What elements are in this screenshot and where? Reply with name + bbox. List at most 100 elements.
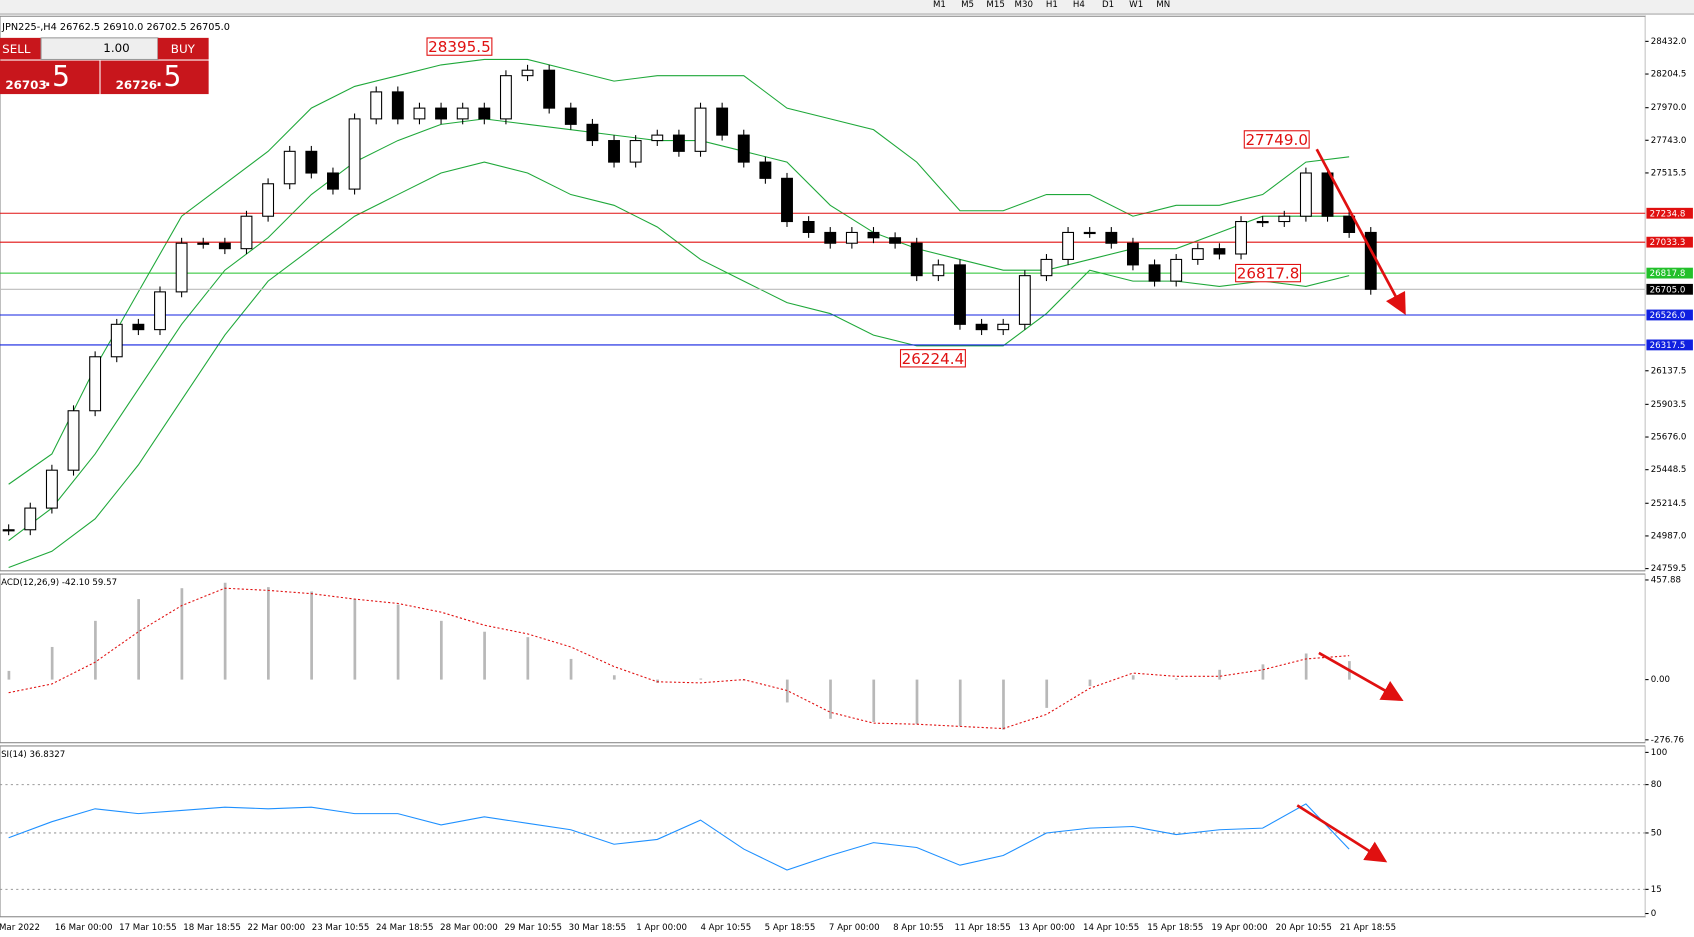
y-tick-label: 28204.5	[1651, 70, 1687, 80]
candle	[1278, 215, 1291, 223]
y-tick-label: 28432.0	[1651, 37, 1687, 47]
x-tick-label: 29 Mar 10:55	[504, 923, 562, 933]
macd-bar	[7, 670, 11, 680]
y-tick-label: 25214.5	[1651, 499, 1687, 509]
macd-bar	[396, 604, 400, 680]
candle	[845, 231, 858, 244]
candle	[1191, 248, 1204, 260]
level-label: 26817.8	[1650, 269, 1686, 279]
y-tick-label: 457.88	[1651, 575, 1681, 585]
macd-bar	[1045, 679, 1049, 708]
macd-bar	[1218, 669, 1222, 680]
macd-bar	[50, 646, 54, 680]
candle	[1126, 242, 1139, 266]
level-tag	[1646, 309, 1693, 321]
candle	[889, 237, 902, 244]
sell-label[interactable]: SELL	[2, 42, 31, 56]
candle	[802, 220, 815, 233]
indicator-title: SI(14) 36.8327	[1, 750, 65, 760]
candle	[1040, 258, 1053, 277]
x-tick-label: 17 Mar 10:55	[119, 923, 177, 933]
y-tick-label: 0	[1651, 909, 1657, 919]
buy-label[interactable]: BUY	[171, 42, 196, 56]
candle	[456, 107, 469, 120]
candle	[1062, 231, 1075, 260]
candle	[2, 529, 15, 532]
candle	[1343, 215, 1356, 233]
candle	[737, 134, 750, 163]
x-tick-label: Mar 2022	[0, 923, 40, 933]
candle	[1105, 231, 1118, 244]
macd-bar	[267, 587, 270, 680]
level-tag	[1646, 283, 1693, 295]
macd-bar	[569, 658, 573, 680]
y-tick-label: 24759.5	[1651, 564, 1687, 574]
lot-value[interactable]: 1.00	[103, 41, 129, 55]
macd-bar	[137, 599, 140, 680]
candle	[629, 140, 642, 163]
bid-price: 26703	[5, 78, 46, 92]
candle	[283, 150, 296, 185]
macd-bar	[699, 678, 703, 680]
x-tick-label: 11 Apr 18:55	[955, 923, 1011, 933]
macd-bar	[526, 637, 530, 680]
lot-box[interactable]	[40, 37, 159, 61]
candle	[1170, 258, 1183, 282]
x-tick-label: 19 Apr 00:00	[1211, 923, 1267, 933]
candle	[759, 161, 772, 179]
candle	[110, 323, 123, 358]
timeframe-button: W1	[1129, 0, 1143, 10]
y-tick-label: 100	[1651, 748, 1667, 758]
macd-panel	[0, 573, 1646, 744]
macd-bar	[180, 588, 184, 680]
macd-bar	[1002, 679, 1005, 730]
x-tick-label: 16 Mar 00:00	[55, 923, 113, 933]
macd-bar	[353, 599, 357, 680]
x-tick-label: 4 Apr 10:55	[700, 923, 751, 933]
level-tag	[1646, 267, 1693, 279]
candle	[132, 323, 145, 331]
timeframe-button: M30	[1015, 0, 1033, 10]
x-tick-label: 7 Apr 00:00	[829, 923, 880, 933]
macd-bar	[483, 631, 486, 680]
buy-button[interactable]	[157, 37, 209, 60]
ask-fraction: .5	[155, 60, 182, 93]
candle	[1299, 172, 1312, 217]
price-annotation-box	[426, 37, 493, 56]
price-annotation-box	[1243, 130, 1310, 149]
toolbar	[0, 0, 1694, 15]
level-label: 27033.3	[1650, 238, 1686, 248]
candle	[218, 242, 231, 250]
sell-button[interactable]	[0, 37, 42, 60]
y-tick-label: 24987.0	[1651, 531, 1687, 541]
macd-bar	[439, 620, 443, 680]
candle	[564, 107, 577, 125]
timeframe-button: H1	[1046, 0, 1058, 10]
macd-bar	[1304, 653, 1308, 680]
macd-bar	[829, 679, 832, 719]
candle	[694, 107, 707, 152]
candle	[608, 140, 620, 163]
x-tick-label: 13 Apr 00:00	[1019, 923, 1075, 933]
candle	[305, 150, 318, 174]
x-tick-label: 5 Apr 18:55	[765, 923, 816, 933]
bid-fraction: .5	[43, 60, 70, 93]
candle	[1235, 220, 1247, 255]
macd-bar	[785, 679, 789, 703]
candle	[1256, 220, 1269, 224]
candle	[910, 242, 923, 277]
y-tick-label: -276.76	[1651, 735, 1684, 745]
candle	[499, 75, 512, 120]
candle	[781, 177, 793, 223]
level-label: 27234.8	[1650, 209, 1686, 219]
candle	[348, 118, 361, 190]
macd-bar	[958, 679, 962, 727]
indicator-title: ACD(12,26,9) -42.10 59.57	[1, 578, 117, 588]
bid-box[interactable]	[0, 60, 100, 95]
candle	[1213, 248, 1226, 255]
y-tick-label: 26137.5	[1651, 366, 1687, 376]
ask-box[interactable]	[100, 60, 209, 95]
candle	[154, 291, 166, 331]
price-annotation-box	[1235, 263, 1302, 283]
